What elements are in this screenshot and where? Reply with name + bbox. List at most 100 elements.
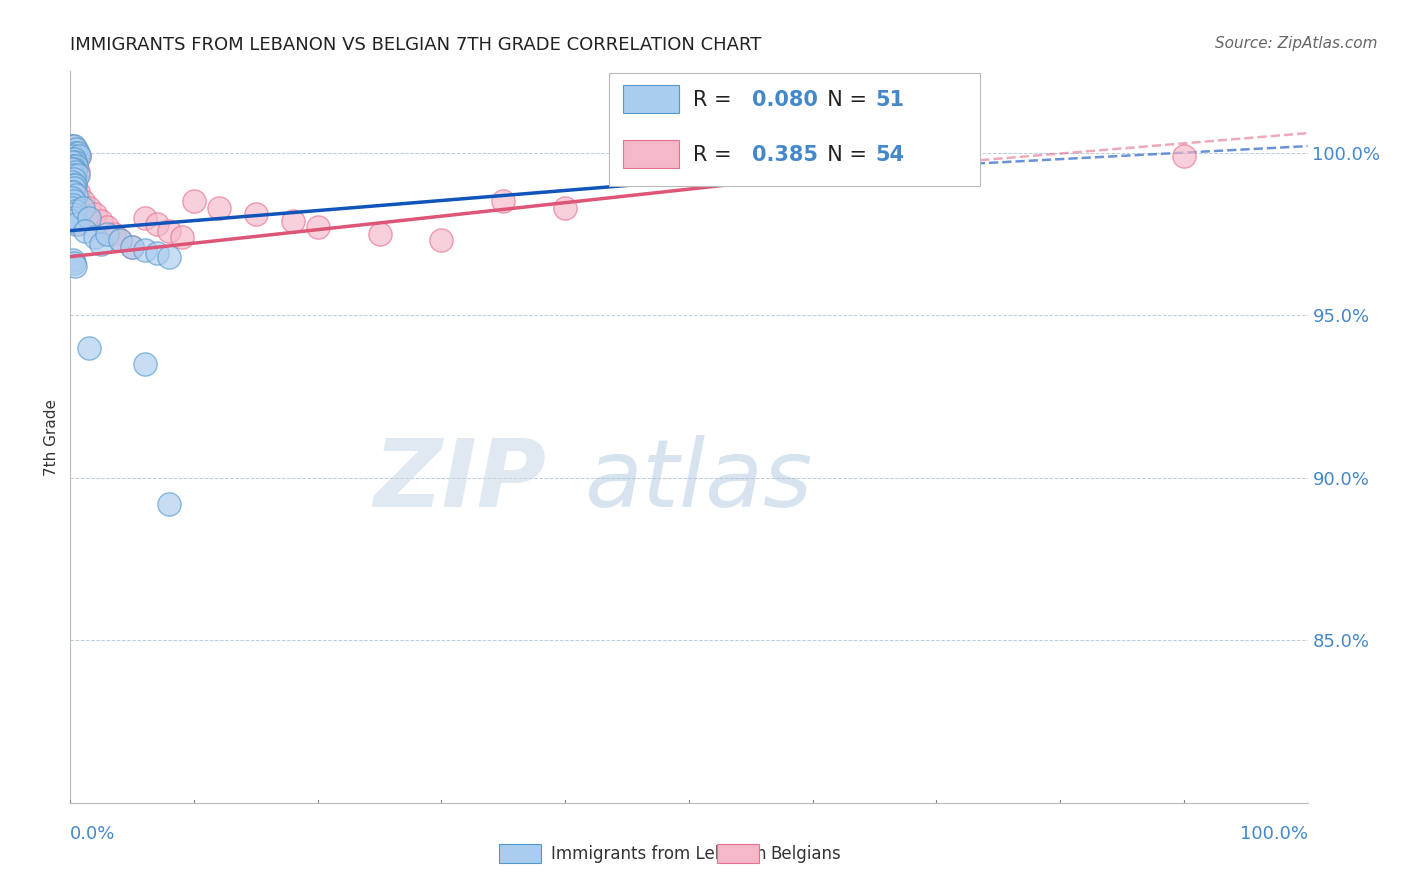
Point (66, 149, 89, 163)
Point (77, 201, 100, 215)
Point (63, 181, 86, 195)
Point (72, 201, 94, 215)
Point (65, 159, 87, 173)
Point (65, 187, 87, 202)
Point (60, 155, 83, 169)
Point (63, 211, 86, 225)
Point (65, 204, 87, 219)
Point (66, 217, 89, 231)
Point (65, 142, 87, 156)
Point (63, 139, 86, 153)
Point (65, 217, 87, 231)
Point (60, 191, 83, 205)
Point (65, 207, 87, 221)
Point (170, 230, 193, 244)
Point (65, 165, 87, 179)
Point (62, 252, 84, 267)
Point (157, 497, 180, 511)
Text: Belgians: Belgians (770, 845, 841, 863)
Text: ZIP: ZIP (374, 435, 547, 527)
Point (62, 178, 84, 193)
Point (65, 165, 87, 179)
Point (62, 149, 84, 163)
Point (60, 185, 83, 199)
Point (96, 227, 118, 241)
Point (63, 155, 86, 169)
Point (75, 224, 97, 238)
Point (146, 246, 169, 260)
Point (67, 149, 90, 163)
Text: Immigrants from Lebanon: Immigrants from Lebanon (551, 845, 766, 863)
Point (65, 142, 87, 156)
Point (90, 214, 112, 228)
Point (66, 145, 89, 160)
Point (368, 227, 391, 241)
Text: 54: 54 (876, 145, 905, 165)
Point (65, 204, 87, 219)
Point (65, 171, 87, 186)
Point (63, 145, 86, 160)
Point (65, 178, 87, 193)
Point (103, 227, 125, 241)
Point (62, 175, 84, 189)
Text: Source: ZipAtlas.com: Source: ZipAtlas.com (1215, 36, 1378, 51)
Point (62, 169, 84, 183)
Point (65, 159, 87, 173)
Text: 100.0%: 100.0% (1240, 825, 1308, 843)
Point (281, 214, 304, 228)
Point (1173, 149, 1195, 163)
Point (63, 194, 86, 209)
Point (157, 224, 180, 238)
Point (62, 159, 84, 173)
Y-axis label: 7th Grade: 7th Grade (44, 399, 59, 475)
Text: atlas: atlas (583, 435, 813, 526)
Point (65, 145, 87, 160)
Point (108, 234, 131, 248)
Point (67, 149, 90, 163)
Point (60, 185, 83, 199)
Text: 0.0%: 0.0% (70, 825, 115, 843)
Point (60, 139, 83, 153)
Point (66, 165, 89, 179)
Point (63, 152, 86, 166)
Point (183, 194, 205, 209)
Point (62, 185, 84, 199)
Text: 51: 51 (876, 90, 905, 110)
Point (108, 234, 131, 248)
Text: 0.080: 0.080 (752, 90, 818, 110)
Point (60, 159, 83, 173)
Point (146, 217, 169, 231)
Point (67, 197, 90, 211)
Point (84, 230, 107, 244)
Point (65, 260, 87, 274)
Text: IMMIGRANTS FROM LEBANON VS BELGIAN 7TH GRADE CORRELATION CHART: IMMIGRANTS FROM LEBANON VS BELGIAN 7TH G… (70, 36, 762, 54)
Point (66, 169, 89, 183)
Point (121, 240, 143, 254)
Point (63, 161, 86, 176)
Point (65, 191, 87, 205)
Point (60, 201, 83, 215)
FancyBboxPatch shape (623, 86, 679, 113)
Point (62, 139, 84, 153)
Point (60, 175, 83, 189)
FancyBboxPatch shape (609, 73, 980, 186)
Point (554, 201, 576, 215)
Point (63, 256, 86, 270)
Point (65, 178, 87, 193)
Point (63, 214, 86, 228)
Point (62, 197, 84, 211)
Point (65, 145, 87, 160)
Point (65, 155, 87, 169)
Text: R =: R = (693, 90, 738, 110)
Point (84, 207, 107, 221)
FancyBboxPatch shape (623, 140, 679, 168)
Point (208, 201, 231, 215)
Point (60, 211, 83, 225)
Point (65, 155, 87, 169)
Point (134, 243, 156, 257)
Point (96, 220, 118, 235)
Point (134, 211, 156, 225)
Point (63, 194, 86, 209)
Point (492, 194, 515, 209)
Point (66, 185, 89, 199)
